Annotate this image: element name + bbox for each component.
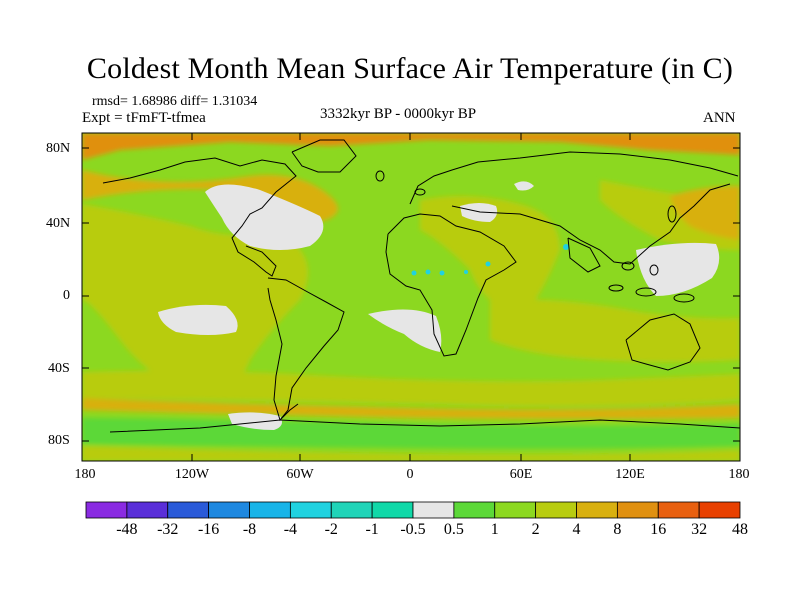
island-4 [673,293,695,303]
lon-label-180w: 180 [74,467,96,482]
lat-label-0: 0 [63,288,70,303]
experiment-line: Expt = tFmFT-tfmea [82,110,206,126]
neutral-area-1 [158,304,238,335]
colorbar-swatch-10 [494,501,537,519]
colorbar-label-9: 1 [490,521,499,538]
colorbar-swatch-0 [85,501,128,519]
field-region-7 [82,370,740,407]
island-0 [621,261,635,271]
colorbar-swatch-11 [535,501,577,519]
coastline-9 [279,403,299,421]
colorbar-swatch-4 [249,501,291,519]
period-label: 3332kyr BP - 0000kyr BP [320,106,477,122]
colorbar-label-1: -32 [157,521,179,538]
colorbar-label-2: -16 [197,521,220,538]
neutral-area-6 [228,412,282,430]
field-region-2 [82,204,308,398]
lon-label-60w: 60W [286,467,314,482]
coastline-4 [451,183,731,265]
field-region-4 [600,180,740,250]
lat-label-40n: 40N [46,216,71,231]
axis-ticks [81,133,741,461]
lon-label-0: 0 [406,467,414,482]
colorbar-swatch-15 [698,501,741,519]
colorbar-label-12: 8 [613,521,622,538]
lat-label-80s: 80S [48,433,70,448]
lon-label-120e: 120E [615,467,645,482]
island-6 [375,170,385,182]
coastline-0 [102,157,297,277]
field-region-5 [670,186,740,240]
lat-label-40s: 40S [48,361,70,376]
lon-label-60e: 60E [509,467,533,482]
colorbar-swatch-6 [330,501,373,519]
colorbar-swatch-13 [616,501,659,519]
coastline-5 [567,237,601,273]
cold-spot-2 [425,269,431,275]
coastline-1 [267,277,345,422]
colorbar [85,501,741,519]
field-region-0 [82,133,740,160]
colorbar-swatch-2 [167,501,210,519]
cold-spot-4 [464,270,468,274]
colorbar-swatch-1 [126,501,169,519]
neutral-area-0 [205,184,324,250]
colorbar-swatch-9 [453,501,496,519]
season-label: ANN [703,110,736,126]
lon-label-180e: 180 [728,467,750,482]
neutral-area-5 [514,181,534,191]
island-2 [608,284,624,292]
cold-spot-1 [411,270,417,276]
coastlines [102,139,740,433]
island-3 [635,287,657,297]
colorbar-label-0: -48 [116,521,138,538]
colorbar-swatch-14 [657,501,700,519]
field-region-10 [82,446,740,461]
chart-title: Coldest Month Mean Surface Air Temperatu… [86,52,734,85]
neutral-area-4 [636,242,720,296]
field-region-6 [490,299,740,362]
cold-spot-0 [563,244,569,250]
temperature-field [82,133,740,461]
lat-label-80n: 80N [46,141,71,156]
colorbar-label-8: 0.5 [443,521,464,538]
coastline-7 [291,139,357,173]
colorbar-swatch-5 [289,501,332,519]
colorbar-swatch-8 [412,501,455,519]
colorbar-label-15: 48 [732,521,748,538]
colorbar-label-5: -2 [324,521,338,538]
colorbar-label-7: -0.5 [400,521,426,538]
map-frame [81,132,741,462]
colorbar-label-11: 4 [572,521,581,538]
island-7 [414,188,426,196]
island-5 [667,205,677,223]
colorbar-label-13: 16 [650,521,667,538]
coastline-2 [385,213,517,357]
colorbar-swatch-12 [576,501,618,519]
colorbar-label-10: 2 [531,521,540,538]
lon-label-120w: 120W [174,467,210,482]
colorbar-swatch-7 [371,501,414,519]
neutral-area-2 [368,309,442,352]
colorbar-swatch-3 [208,501,250,519]
neutral-area-3 [460,203,498,222]
colorbar-label-3: -8 [242,521,257,538]
stats-line: rmsd= 1.68986 diff= 1.31034 [92,94,258,109]
coastline-8 [109,419,740,433]
field-region-1 [82,170,338,222]
island-1 [649,264,659,276]
colorbar-label-6: -1 [365,521,379,538]
coastline-6 [625,313,701,371]
coastline-3 [409,151,739,205]
field-region-3 [420,195,560,320]
colorbar-label-4: -4 [283,521,298,538]
cold-spot-3 [439,270,445,276]
colorbar-label-14: 32 [691,521,708,538]
cold-spot-5 [485,261,491,267]
